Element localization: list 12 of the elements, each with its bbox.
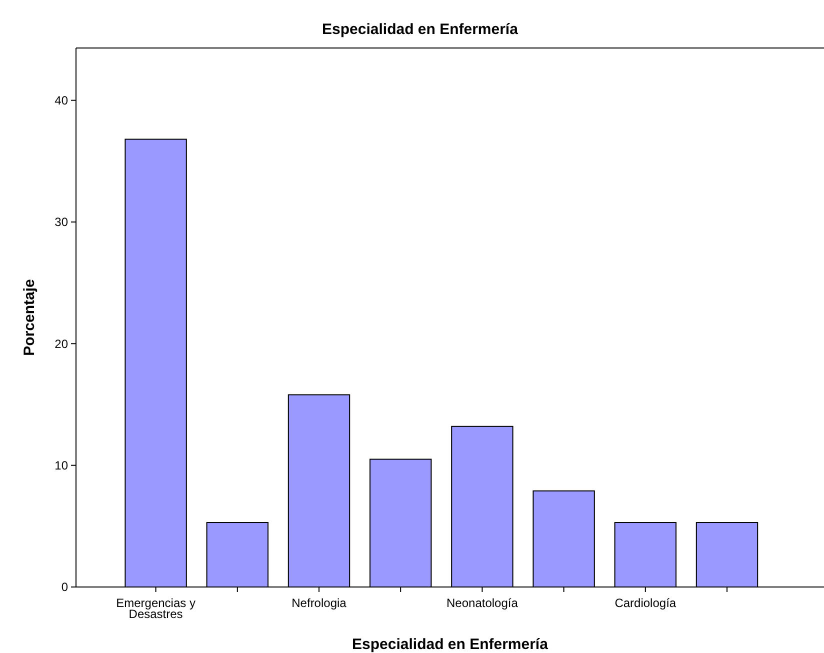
y-tick-label: 30 (54, 215, 68, 230)
y-tick-label: 20 (54, 336, 68, 351)
x-tick-label: Nefrologia (292, 596, 347, 610)
x-tick-label: Neonatología (446, 596, 518, 610)
x-axis-title: Especialidad en Enfermería (352, 636, 549, 653)
x-tick-label: Cardiología (614, 596, 676, 610)
y-tick-label: 10 (54, 458, 68, 473)
chart-title: Especialidad en Enfermería (322, 21, 519, 38)
y-tick-label: 40 (54, 94, 68, 108)
y-tick-label: 0 (61, 580, 68, 594)
x-tick-label: Emergencias y Desastres (116, 596, 196, 621)
y-axis-title: Porcentaje (21, 279, 38, 356)
